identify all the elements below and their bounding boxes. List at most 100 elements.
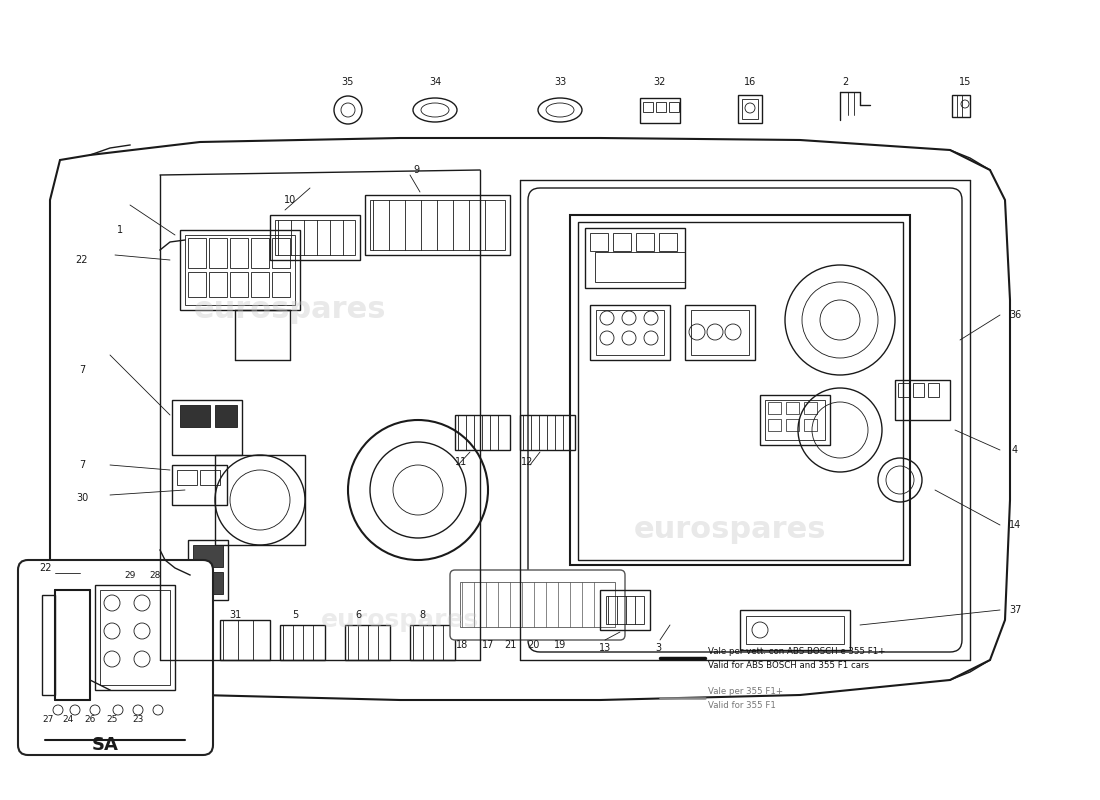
Text: 24: 24	[63, 715, 74, 725]
Text: 15: 15	[959, 77, 971, 87]
Bar	[738, 95, 762, 123]
Bar	[95, 585, 175, 690]
Text: 3: 3	[654, 643, 661, 653]
Bar	[685, 305, 755, 360]
Bar	[786, 419, 799, 431]
Bar	[570, 215, 910, 565]
FancyBboxPatch shape	[450, 570, 625, 640]
Text: 25: 25	[107, 715, 118, 725]
Bar	[270, 215, 360, 260]
Text: 12: 12	[520, 457, 534, 467]
Bar	[768, 402, 781, 414]
Bar	[746, 616, 844, 644]
Bar	[644, 102, 653, 112]
Text: 10: 10	[284, 195, 296, 205]
Bar	[100, 590, 170, 685]
Circle shape	[90, 705, 100, 715]
Text: 1: 1	[117, 225, 123, 235]
Text: 2: 2	[842, 77, 848, 87]
Text: 21: 21	[504, 640, 516, 650]
Bar	[596, 310, 664, 355]
Bar	[613, 233, 631, 251]
Bar	[345, 625, 390, 660]
Circle shape	[133, 705, 143, 715]
Bar	[786, 402, 799, 414]
Bar	[42, 595, 55, 695]
Text: 6: 6	[355, 610, 361, 620]
Bar	[251, 272, 270, 297]
Bar	[455, 415, 510, 450]
Bar	[742, 99, 758, 119]
Text: 32: 32	[653, 77, 667, 87]
Bar	[180, 405, 210, 427]
Text: Vale per 355 F1+: Vale per 355 F1+	[708, 687, 783, 697]
Text: 29: 29	[124, 570, 135, 579]
Bar	[230, 238, 248, 268]
Bar	[740, 610, 850, 650]
Text: 37: 37	[1009, 605, 1021, 615]
Bar	[188, 272, 206, 297]
Bar	[275, 220, 355, 255]
Text: eurospares: eurospares	[321, 608, 480, 632]
Text: 34: 34	[429, 77, 441, 87]
Bar	[272, 272, 290, 297]
Text: 27: 27	[42, 715, 54, 725]
Text: Valid for ABS BOSCH and 355 F1 cars: Valid for ABS BOSCH and 355 F1 cars	[708, 662, 869, 670]
Bar	[180, 230, 300, 310]
Text: 19: 19	[554, 640, 566, 650]
Bar	[606, 596, 643, 624]
Bar	[585, 228, 685, 288]
Circle shape	[134, 595, 150, 611]
Circle shape	[113, 705, 123, 715]
Bar	[209, 238, 227, 268]
Text: 33: 33	[554, 77, 566, 87]
Circle shape	[134, 623, 150, 639]
Bar	[200, 470, 220, 485]
Bar	[410, 625, 455, 660]
Text: 11: 11	[455, 457, 468, 467]
Bar	[220, 620, 270, 660]
Bar	[192, 572, 223, 594]
Bar	[214, 455, 305, 545]
Text: 14: 14	[1009, 520, 1021, 530]
Bar	[214, 405, 236, 427]
Bar	[764, 400, 825, 440]
Text: 4: 4	[1012, 445, 1019, 455]
Bar	[760, 395, 830, 445]
Text: 20: 20	[527, 640, 539, 650]
Bar	[928, 383, 939, 397]
Bar	[590, 233, 608, 251]
Circle shape	[53, 705, 63, 715]
Text: 18: 18	[455, 640, 469, 650]
Bar	[595, 252, 685, 282]
Text: 31: 31	[229, 610, 241, 620]
Text: Valid for 355 F1: Valid for 355 F1	[708, 702, 775, 710]
Bar	[251, 238, 270, 268]
Text: Vale per vett. con ABS BOSCH e 355 F1+: Vale per vett. con ABS BOSCH e 355 F1+	[708, 647, 886, 657]
Text: eurospares: eurospares	[194, 295, 386, 325]
Text: 22: 22	[39, 563, 52, 573]
Bar	[640, 98, 680, 123]
Bar	[188, 238, 206, 268]
Bar	[280, 625, 324, 660]
Bar	[804, 402, 817, 414]
Bar	[230, 272, 248, 297]
Circle shape	[134, 651, 150, 667]
Bar	[913, 383, 924, 397]
Bar	[185, 235, 295, 305]
Bar	[590, 305, 670, 360]
Text: 26: 26	[85, 715, 96, 725]
Bar	[172, 465, 227, 505]
Text: SA: SA	[91, 736, 119, 754]
Bar	[636, 233, 654, 251]
Bar	[578, 222, 903, 560]
Text: 13: 13	[598, 643, 612, 653]
Bar	[370, 200, 505, 250]
Text: 16: 16	[744, 77, 756, 87]
Bar	[898, 383, 909, 397]
Circle shape	[70, 705, 80, 715]
Bar	[952, 95, 970, 117]
Circle shape	[104, 623, 120, 639]
Text: 7: 7	[79, 365, 85, 375]
Bar	[365, 195, 510, 255]
